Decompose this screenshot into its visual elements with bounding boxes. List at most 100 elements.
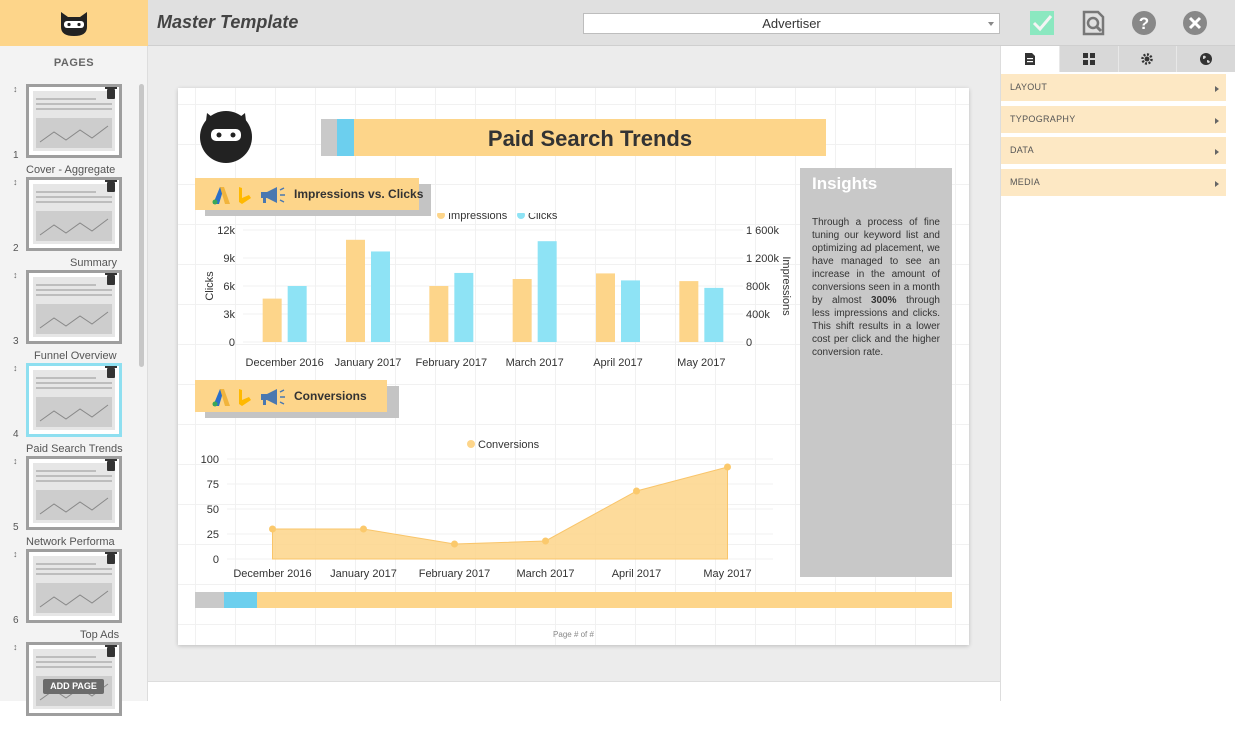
x-tick-label: March 2017 bbox=[506, 357, 564, 369]
y2-axis-label: Impressions bbox=[780, 256, 792, 316]
pages-scrollbar[interactable] bbox=[139, 84, 144, 367]
x-tick-label: January 2017 bbox=[330, 568, 397, 580]
conversions-chart[interactable]: Conversions 0 25 50 75 100 December 2016 Januar… bbox=[195, 433, 795, 583]
report-logo-icon[interactable] bbox=[195, 107, 258, 163]
thumbnail-chart-icon bbox=[39, 404, 109, 422]
bar-clicks[interactable] bbox=[621, 280, 640, 342]
pages-title: PAGES bbox=[53, 57, 95, 69]
section-media[interactable]: MEDIA bbox=[1001, 168, 1226, 198]
page-thumbnail[interactable] bbox=[26, 549, 122, 623]
data-point[interactable] bbox=[724, 463, 731, 471]
thumbnail-chart-icon bbox=[39, 125, 109, 143]
drag-handle-icon[interactable]: ↕ bbox=[13, 456, 18, 466]
page-thumbnail-item[interactable]: ↕ 6 Top Ads bbox=[0, 549, 138, 642]
trash-icon[interactable] bbox=[105, 366, 117, 378]
section-data[interactable]: DATA bbox=[1001, 137, 1226, 166]
y2-tick-label: 800k bbox=[746, 281, 770, 293]
report-title-bar[interactable]: Paid Search Trends bbox=[321, 119, 826, 156]
section-layout[interactable]: LAYOUT bbox=[1001, 74, 1226, 103]
section-header-impressions-clicks[interactable]: Impressions vs. Clicks bbox=[195, 178, 431, 216]
bar-clicks[interactable] bbox=[537, 241, 557, 342]
page-thumbnail-item[interactable]: ↕ 4 Paid Search Trends bbox=[0, 363, 138, 456]
page-thumbnail-item[interactable]: ↕ 1 Cover - Aggregate bbox=[0, 84, 138, 177]
canvas-bottom-bar bbox=[148, 681, 1000, 701]
data-point[interactable] bbox=[633, 487, 640, 495]
insights-panel[interactable]: Insights Through a process of fine tunin… bbox=[800, 168, 952, 577]
thumbnail-chart-icon bbox=[39, 497, 109, 515]
preview-search-icon[interactable] bbox=[1080, 10, 1106, 36]
ninja-logo-icon bbox=[61, 12, 87, 36]
chart-legend: Impressions Clicks bbox=[437, 213, 558, 222]
page-thumbnail[interactable] bbox=[26, 84, 122, 158]
data-point[interactable] bbox=[269, 525, 276, 533]
bar-impressions[interactable] bbox=[262, 298, 282, 342]
page-label: Cover - Aggregate bbox=[26, 164, 116, 176]
tab-widgets[interactable] bbox=[1059, 46, 1119, 72]
page-thumbnail-item[interactable]: ↕ 2 Summary bbox=[0, 177, 138, 270]
page-thumbnail[interactable] bbox=[26, 363, 122, 437]
section-header-conversions[interactable]: Conversions bbox=[195, 380, 399, 418]
tab-globe[interactable] bbox=[1177, 46, 1235, 72]
drag-handle-icon[interactable]: ↕ bbox=[13, 177, 18, 187]
bar-impressions[interactable] bbox=[596, 273, 615, 342]
bar-clicks[interactable] bbox=[371, 251, 390, 342]
app-logo[interactable] bbox=[0, 0, 148, 46]
y-tick-label: 6k bbox=[223, 281, 235, 293]
bar-clicks[interactable] bbox=[287, 286, 307, 342]
x-tick-label: March 2017 bbox=[516, 568, 574, 580]
section-typography[interactable]: TYPOGRAPHY bbox=[1001, 105, 1226, 135]
drag-handle-icon[interactable]: ↕ bbox=[13, 363, 18, 373]
drag-handle-icon[interactable]: ↕ bbox=[13, 642, 18, 652]
data-point[interactable] bbox=[451, 540, 458, 548]
drag-handle-icon[interactable]: ↕ bbox=[13, 549, 18, 559]
bar-impressions[interactable] bbox=[512, 279, 532, 342]
impressions-clicks-chart[interactable]: Impressions Clicks 0 3k 6k 9k 12k 0 400k 800k 1 20… bbox=[195, 213, 795, 373]
trash-icon[interactable] bbox=[105, 180, 117, 192]
page-thumbnail-item[interactable]: ↕ 5 Network Performa bbox=[0, 456, 138, 549]
report-page[interactable]: Paid Search Trends Impressions vs. Click… bbox=[178, 88, 969, 645]
drag-handle-icon[interactable]: ↕ bbox=[13, 270, 18, 280]
trash-icon[interactable] bbox=[105, 273, 117, 285]
svg-text:?: ? bbox=[1139, 14, 1149, 33]
save-check-icon[interactable] bbox=[1029, 10, 1055, 36]
advertiser-select[interactable]: Advertiser bbox=[583, 13, 1000, 34]
page-label: Funnel Overview bbox=[34, 350, 117, 362]
report-footer-bar[interactable] bbox=[195, 592, 952, 608]
page-thumbnail[interactable] bbox=[26, 177, 122, 251]
y2-tick-label: 1 600k bbox=[746, 225, 780, 237]
y-tick-label: 25 bbox=[207, 529, 219, 541]
globe-icon bbox=[1200, 53, 1213, 65]
properties-panel: LAYOUT TYPOGRAPHY DATA MEDIA bbox=[1000, 46, 1235, 701]
page-label: Summary bbox=[70, 257, 118, 269]
close-icon[interactable] bbox=[1182, 10, 1208, 36]
trash-icon[interactable] bbox=[105, 459, 117, 471]
data-point[interactable] bbox=[360, 525, 367, 533]
add-page-button[interactable]: ADD PAGE bbox=[43, 679, 104, 694]
trash-icon[interactable] bbox=[105, 552, 117, 564]
page-number: 2 bbox=[13, 243, 19, 254]
help-icon[interactable]: ? bbox=[1131, 10, 1157, 36]
page-label: Top Ads bbox=[80, 629, 120, 641]
bar-clicks[interactable] bbox=[704, 287, 724, 342]
bar-clicks[interactable] bbox=[454, 272, 474, 342]
tab-document[interactable] bbox=[1001, 46, 1060, 72]
bar-impressions[interactable] bbox=[679, 281, 699, 342]
trash-icon[interactable] bbox=[105, 87, 117, 99]
bar-impressions[interactable] bbox=[346, 239, 365, 342]
data-point[interactable] bbox=[542, 537, 549, 545]
drag-handle-icon[interactable]: ↕ bbox=[13, 84, 18, 94]
conversions-area[interactable] bbox=[272, 466, 728, 560]
page-thumbnail[interactable] bbox=[26, 456, 122, 530]
tab-settings[interactable] bbox=[1118, 46, 1178, 72]
page-thumbnail-item[interactable]: ↕ 3 Funnel Overview bbox=[0, 270, 138, 363]
x-tick-label: January 2017 bbox=[335, 357, 402, 369]
pages-panel: PAGES ↕ 1 Cover - Aggregate ↕ 2 Summary ↕ 3 Funn… bbox=[0, 46, 148, 716]
y-tick-label: 50 bbox=[207, 504, 219, 516]
trash-icon[interactable] bbox=[105, 645, 117, 657]
bar-impressions[interactable] bbox=[429, 286, 449, 342]
page-thumbnail[interactable] bbox=[26, 270, 122, 344]
y-tick-label: 9k bbox=[223, 253, 235, 265]
y2-tick-label: 400k bbox=[746, 309, 770, 321]
page-footer-text: Page # of # bbox=[553, 630, 594, 639]
page-label: Network Performa bbox=[26, 536, 115, 548]
